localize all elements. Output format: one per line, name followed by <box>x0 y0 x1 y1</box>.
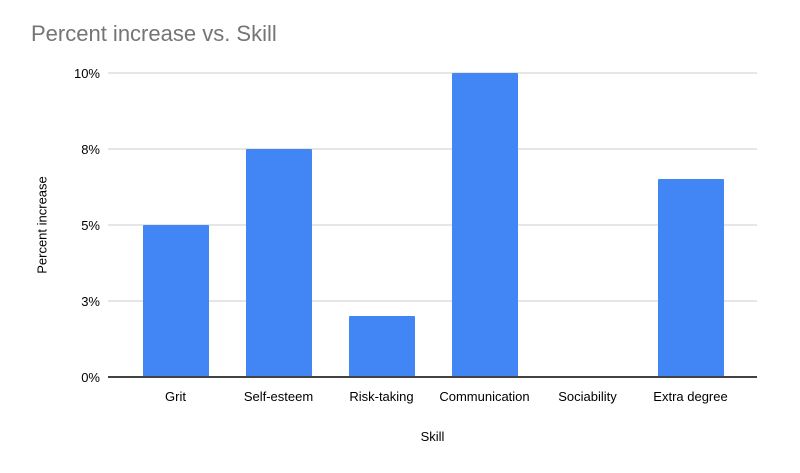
bar-grit <box>142 225 209 377</box>
bar-extra-degree <box>657 179 724 377</box>
bar-slot-risk-taking <box>330 73 433 377</box>
y-axis-tick-labels: 0% 3% 5% 8% 10% <box>0 66 100 385</box>
x-axis-category-labels: Grit Self-esteem Risk-taking Communication S… <box>124 389 742 405</box>
x-label-communication: Communication <box>439 389 530 404</box>
y-axis-title: Percent increase <box>34 176 50 274</box>
x-axis-line <box>108 376 757 378</box>
plot-area <box>108 72 757 378</box>
gridline <box>108 300 757 302</box>
gridline <box>108 224 757 226</box>
x-label-sociability: Sociability <box>558 389 617 404</box>
bar-risk-taking <box>348 316 415 377</box>
bar-slot-grit <box>124 73 227 377</box>
bar-slot-sociability <box>536 73 639 377</box>
bars-band <box>124 73 742 377</box>
bar-slot-communication <box>433 73 536 377</box>
x-label-grit: Grit <box>165 389 186 404</box>
gridline <box>108 72 757 74</box>
x-label-extra-degree: Extra degree <box>653 389 728 404</box>
x-label-risk-taking: Risk-taking <box>349 389 414 404</box>
gridline <box>108 148 757 150</box>
bar-slot-self-esteem <box>227 73 330 377</box>
bar-slot-extra-degree <box>639 73 742 377</box>
y-tick-label: 0% <box>81 370 100 385</box>
x-axis-title: Skill <box>420 429 445 444</box>
bar-communication <box>451 73 518 377</box>
y-tick-label: 3% <box>81 294 100 309</box>
y-tick-label: 5% <box>81 218 100 233</box>
x-label-self-esteem: Self-esteem <box>243 389 314 404</box>
y-tick-label: 10% <box>73 66 100 81</box>
y-tick-label: 8% <box>81 142 100 157</box>
chart-title: Percent increase vs. Skill <box>31 21 277 46</box>
bar-self-esteem <box>245 149 312 377</box>
